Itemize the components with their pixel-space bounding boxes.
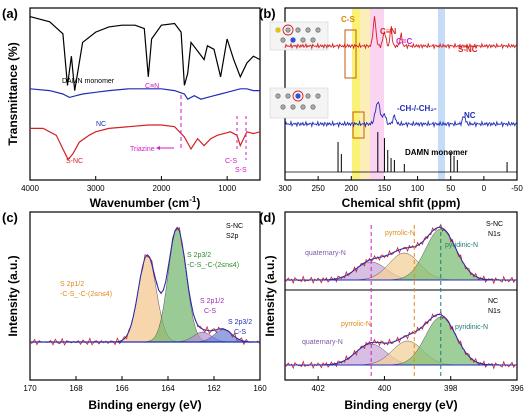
panel-b-tick-label: 150 (378, 184, 392, 193)
peak-fill-0-1 (285, 252, 516, 281)
label-ss-a: S-S (235, 167, 247, 174)
label-cs32-b: C-S (234, 329, 246, 336)
panel-a-series (29, 16, 261, 161)
panel-b-xticks: 300 250 200 150 100 50 0 -50 (278, 176, 523, 193)
panel-a: (a) Transmittance (%) 4000 3000 2000 1000 W… (2, 6, 261, 210)
series-line-nc (284, 101, 518, 129)
label-cs12-a: S 2p1/2 (200, 298, 224, 305)
panel-b-letter: (b) (259, 6, 276, 21)
label-cn-a: C≡N (145, 83, 159, 90)
panel-c-tick-label: 162 (207, 384, 221, 393)
panel-c-letter: (c) (2, 210, 18, 225)
panel-a-frame (29, 7, 261, 181)
label-s2p32-a: S 2p3/2 (187, 252, 211, 259)
label-ch-b: -CH-/-CH₂- (397, 104, 437, 113)
series-line-damn-monomer (29, 16, 261, 91)
label-pyridinic-top: pyridinic-N (445, 242, 478, 249)
label-s2p12-b: -C-S_-C-(2≤n≤4) (60, 291, 112, 298)
panel-d-tick-label: 402 (311, 384, 325, 393)
band-cn (360, 9, 370, 179)
panel-b-tick-label: 100 (411, 184, 425, 193)
band-cs (352, 9, 360, 179)
panel-c-ylabel: Intensity (a.u.) (6, 255, 20, 336)
panel-b-tick-label: 0 (482, 184, 487, 193)
panel-b-tick-label: 250 (311, 184, 325, 193)
label-cs12-b: C-S (204, 308, 216, 315)
panel-d-bot-corner-2: N1s (488, 308, 501, 315)
panel-d-xlabel: Binding energy (eV) (344, 398, 457, 412)
panel-c-tick-label: 168 (69, 384, 83, 393)
panel-d-letter: (d) (259, 210, 276, 225)
panel-a-tick-label: 3000 (87, 184, 105, 193)
label-nc-b: NC (464, 111, 476, 120)
panel-a-xticks: 4000 3000 2000 1000 (21, 176, 237, 193)
panel-c-tick-label: 166 (115, 384, 129, 393)
panel-c-tick-label: 160 (253, 384, 267, 393)
label-snc-b: S-NC (458, 45, 478, 54)
panel-a-ylabel: Transmittance (%) (6, 42, 20, 145)
panel-d-tick-label: 398 (444, 384, 458, 393)
band-ch (438, 9, 445, 179)
panel-d: (d) Intensity (a.u.) 402 400 398 396 Bindin… (259, 210, 524, 412)
label-cc-b: C=C (396, 37, 412, 46)
panel-b-tick-label: 200 (345, 184, 359, 193)
panel-d-bot-corner-1: NC (488, 298, 498, 305)
label-pyrrolic-top: pyrrolic-N (385, 230, 415, 237)
label-cs-a: C-S (225, 158, 237, 165)
panel-a-letter: (a) (2, 6, 18, 21)
label-cs32-a: S 2p3/2 (228, 319, 252, 326)
triazine-arrowhead (156, 146, 160, 150)
panel-b: (b) (259, 6, 523, 210)
panel-c-xticks: 170 168 166 164 162 160 (23, 376, 267, 393)
panel-a-tick-label: 2000 (153, 184, 171, 193)
label-cn-b: C≡N (380, 27, 396, 36)
panel-c-tick-label: 164 (161, 384, 175, 393)
label-quat-bot: quaternary-N (302, 339, 343, 346)
panel-d-tick-label: 396 (510, 384, 524, 393)
panel-d-frame (284, 211, 518, 381)
band-cc (370, 9, 384, 179)
panel-b-tick-label: 300 (278, 184, 292, 193)
panel-b-xlabel: Chemical shfit (ppm) (342, 196, 461, 210)
panel-c-corner-2: S2p (226, 233, 239, 240)
panel-b-series (284, 16, 518, 173)
panel-c: (c) Intensity (a.u.) 170 168 166 164 162 160 … (2, 210, 267, 412)
panel-c-corner-1: S-NC (226, 223, 243, 230)
panel-d-tick-label: 400 (378, 384, 392, 393)
panel-a-tick-label: 4000 (21, 184, 39, 193)
panel-d-top-corner-1: S-NC (486, 221, 503, 228)
box-cs-snc (344, 29, 357, 79)
series-line-s-nc (30, 124, 261, 161)
label-damn-b: DAMN monomer (405, 148, 468, 157)
panel-d-ylabel: Intensity (a.u.) (263, 255, 277, 336)
series-line-nc (29, 88, 260, 100)
panel-c-frame (29, 211, 261, 381)
panel-d-xticks: 402 400 398 396 (311, 376, 524, 393)
panel-c-plot (29, 226, 261, 346)
panel-b-tick-label: 50 (446, 184, 455, 193)
label-cs-b: C-S (341, 15, 355, 24)
label-pyrrolic-bot: pyrrolic-N (341, 321, 371, 328)
panel-c-xlabel: Binding energy (eV) (88, 398, 201, 412)
panel-a-xlabel: Wavenumber (cm-1) (90, 195, 201, 210)
series-line-s-nc (284, 16, 518, 50)
panel-a-tick-label: 1000 (218, 184, 236, 193)
label-triazine: Triazine (130, 146, 155, 153)
label-pyridinic-bot: pyridinic-N (455, 324, 488, 331)
label-s2p12-a: S 2p1/2 (60, 281, 84, 288)
panel-c-tick-label: 170 (23, 384, 37, 393)
label-nc-a: NC (96, 121, 106, 128)
molecule-nc-icon (269, 87, 329, 119)
label-damn-monomer-a: DAMN monomer (62, 78, 115, 85)
panel-d-top-corner-2: N1s (488, 231, 501, 238)
panel-b-tick-label: -50 (511, 184, 523, 193)
label-s2p32-b: -C-S_-C-(2≤n≤4) (187, 262, 239, 269)
panel-d-plot (284, 223, 517, 378)
label-quat-top: quaternary-N (305, 250, 346, 257)
label-snc-a: S-NC (66, 158, 83, 165)
